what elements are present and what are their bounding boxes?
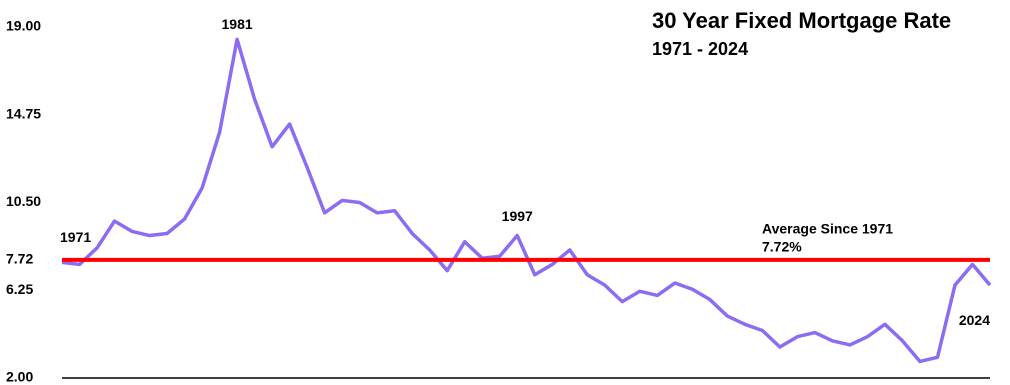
data-line	[61, 37, 992, 364]
year-annotation: 2024	[959, 312, 990, 328]
y-tick-label: 19.00	[6, 18, 41, 34]
average-label: Average Since 1971	[762, 221, 893, 237]
chart-title: 30 Year Fixed Mortgage Rate	[652, 8, 951, 33]
y-tick-label: 10.50	[6, 193, 41, 209]
year-annotation: 1997	[502, 208, 533, 224]
year-annotation: 1971	[60, 229, 91, 245]
year-annotation: 2020	[882, 382, 913, 385]
chart-subtitle: 1971 - 2024	[652, 39, 748, 59]
year-annotation: 1981	[222, 16, 253, 32]
y-tick-label: 7.72	[6, 251, 33, 267]
y-tick-label: 2.00	[6, 369, 33, 385]
average-value-label: 7.72%	[762, 239, 802, 255]
y-tick-label: 14.75	[6, 105, 41, 121]
y-tick-label: 6.25	[6, 281, 33, 297]
